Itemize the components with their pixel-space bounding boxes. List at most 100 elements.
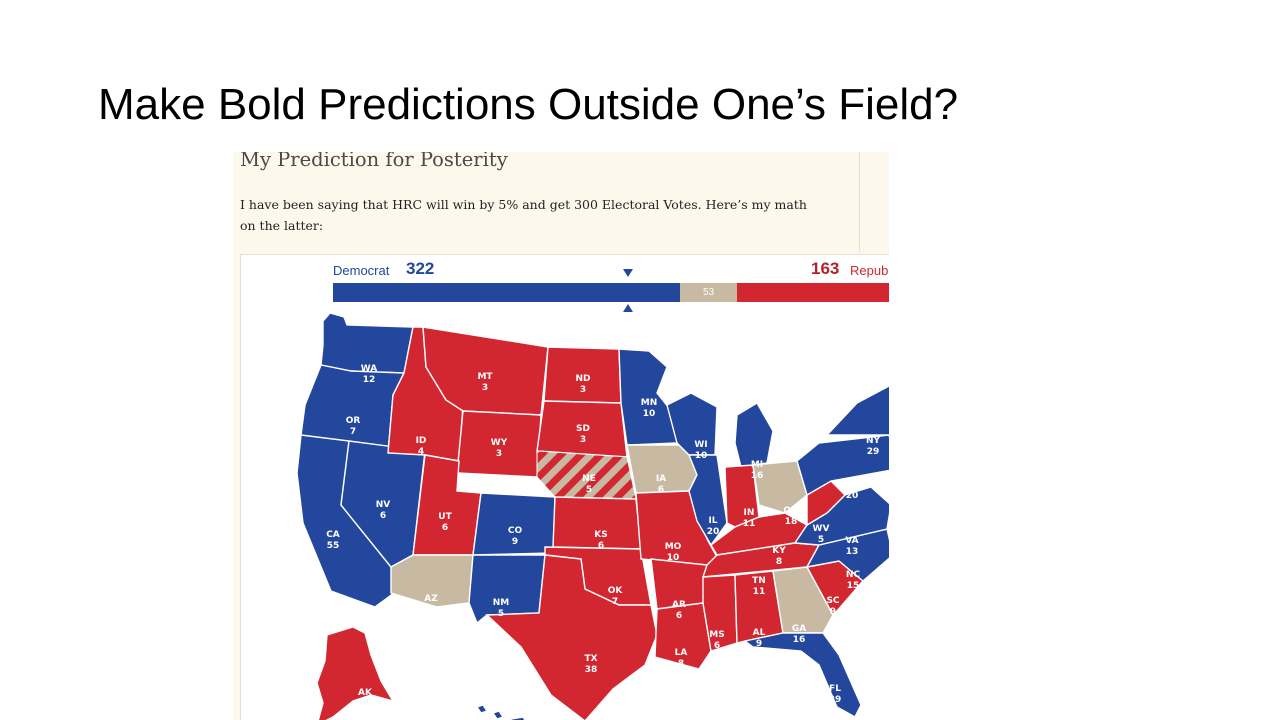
state-ev-ms: 6: [714, 641, 720, 651]
state-ev-oh: 18: [785, 517, 798, 527]
state-ev-ne: 5: [586, 485, 592, 495]
state-pa[interactable]: [796, 434, 889, 497]
state-label-ut: UT: [438, 512, 452, 522]
state-ev-nd: 3: [580, 385, 586, 395]
democrat-bar-segment: [333, 283, 680, 302]
democrat-ev-count: 322: [406, 259, 435, 278]
state-ev-ny: 29: [867, 447, 880, 457]
state-label-ia: IA: [656, 474, 666, 484]
state-ev-mo: 10: [667, 553, 680, 563]
republican-ev-count: 163: [811, 259, 840, 278]
state-ev-tn: 11: [753, 587, 766, 597]
state-ev-ga: 16: [793, 635, 806, 645]
state-ev-wi: 10: [695, 451, 708, 461]
state-ev-la: 8: [678, 659, 684, 669]
state-label-ok: OK: [608, 586, 624, 596]
majority-marker-bottom-icon: [623, 304, 633, 312]
state-label-sd: SD: [576, 424, 590, 434]
state-label-ms: MS: [709, 630, 724, 640]
state-ms[interactable]: [702, 574, 738, 652]
state-ga[interactable]: [772, 566, 834, 634]
state-ev-sd: 3: [580, 435, 586, 445]
state-ev-ar: 6: [676, 611, 682, 621]
state-ev-nv: 6: [380, 511, 386, 521]
state-ev-mn: 10: [643, 409, 656, 419]
state-ev-wv: 5: [818, 535, 824, 545]
state-ak[interactable]: [316, 626, 395, 720]
electoral-map-panel: Democrat 322 163 Repub 53: [240, 254, 889, 720]
post-body-line-1: I have been saying that HRC will win by …: [240, 197, 807, 212]
state-label-co: CO: [508, 526, 523, 536]
democrat-label: Democrat: [333, 263, 390, 278]
state-ev-in: 11: [743, 519, 756, 529]
state-tx[interactable]: [485, 554, 658, 720]
state-label-la: LA: [675, 648, 688, 658]
state-label-al: AL: [753, 628, 766, 638]
state-label-pa: PA: [846, 480, 859, 490]
state-label-nv: NV: [376, 500, 391, 510]
state-label-oh: OH: [783, 506, 798, 516]
electoral-vote-bar: 53: [333, 283, 889, 302]
republican-label: Repub: [850, 263, 889, 278]
state-ev-id: 4: [418, 447, 424, 457]
state-label-va: VA: [845, 536, 858, 546]
state-label-wy: WY: [491, 438, 508, 448]
state-mi[interactable]: [734, 402, 774, 468]
state-label-wi: WI: [694, 440, 707, 450]
republican-bar-segment: [737, 283, 889, 302]
state-label-ne: NE: [582, 474, 596, 484]
state-label-il: IL: [708, 516, 717, 526]
state-ev-mt: 3: [482, 383, 488, 393]
state-ev-wa: 12: [363, 375, 376, 385]
post-body: I have been saying that HRC will win by …: [240, 194, 860, 236]
state-label-mt: MT: [477, 372, 493, 382]
state-hi[interactable]: [475, 704, 531, 720]
state-ev-az: 11: [425, 605, 438, 615]
state-oh[interactable]: [752, 460, 808, 514]
state-mn[interactable]: [618, 348, 678, 446]
state-label-ks: KS: [594, 530, 607, 540]
state-label-in: IN: [744, 508, 755, 518]
state-ev-tx: 38: [585, 665, 598, 675]
state-label-id: ID: [416, 436, 427, 446]
state-la[interactable]: [654, 602, 712, 670]
majority-marker-top-icon: [623, 269, 633, 277]
us-electoral-map: WA12OR7CA55NV6ID4MT3WY3UT6AZ11CO9NM5ND3S…: [296, 312, 889, 720]
state-ev-ca: 55: [327, 541, 340, 551]
state-ev-ut: 6: [442, 523, 448, 533]
state-ev-ks: 6: [598, 541, 604, 551]
state-label-mi: MI: [751, 460, 763, 470]
state-label-ca: CA: [326, 530, 340, 540]
slide-title: Make Bold Predictions Outside One’s Fiel…: [98, 80, 959, 129]
state-label-wv: WV: [813, 524, 830, 534]
state-ev-ky: 8: [776, 557, 782, 567]
state-label-nd: ND: [575, 374, 590, 384]
blog-post-screenshot: My Prediction for Posterity I have been …: [233, 152, 889, 720]
state-ev-al: 9: [756, 639, 762, 649]
state-ev-va: 13: [846, 547, 859, 557]
state-label-mo: MO: [665, 542, 682, 552]
state-ev-pa: 20: [846, 491, 859, 501]
state-fl[interactable]: [743, 632, 862, 718]
state-ev-ak: 3: [362, 699, 368, 709]
state-ev-or: 7: [350, 427, 356, 437]
state-ny[interactable]: [825, 385, 889, 455]
state-ev-fl: 29: [829, 695, 842, 705]
state-ev-il: 20: [707, 527, 720, 537]
state-label-wa: WA: [361, 364, 378, 374]
state-ev-nm: 5: [498, 609, 504, 619]
state-label-ar: AR: [672, 600, 686, 610]
state-label-ga: GA: [792, 624, 806, 634]
state-ev-nc: 15: [847, 581, 860, 591]
state-label-nc: NC: [846, 570, 861, 580]
state-ev-sc: 9: [830, 607, 836, 617]
post-title: My Prediction for Posterity: [240, 152, 508, 171]
state-ev-ok: 7: [612, 597, 618, 607]
tossup-bar-segment: 53: [680, 283, 737, 302]
state-ev-mi: 16: [751, 471, 764, 481]
state-il[interactable]: [687, 454, 728, 547]
state-label-ny: NY: [866, 436, 881, 446]
state-label-tx: TX: [584, 654, 597, 664]
post-body-line-2: on the latter:: [240, 218, 324, 233]
state-label-ky: KY: [772, 546, 786, 556]
